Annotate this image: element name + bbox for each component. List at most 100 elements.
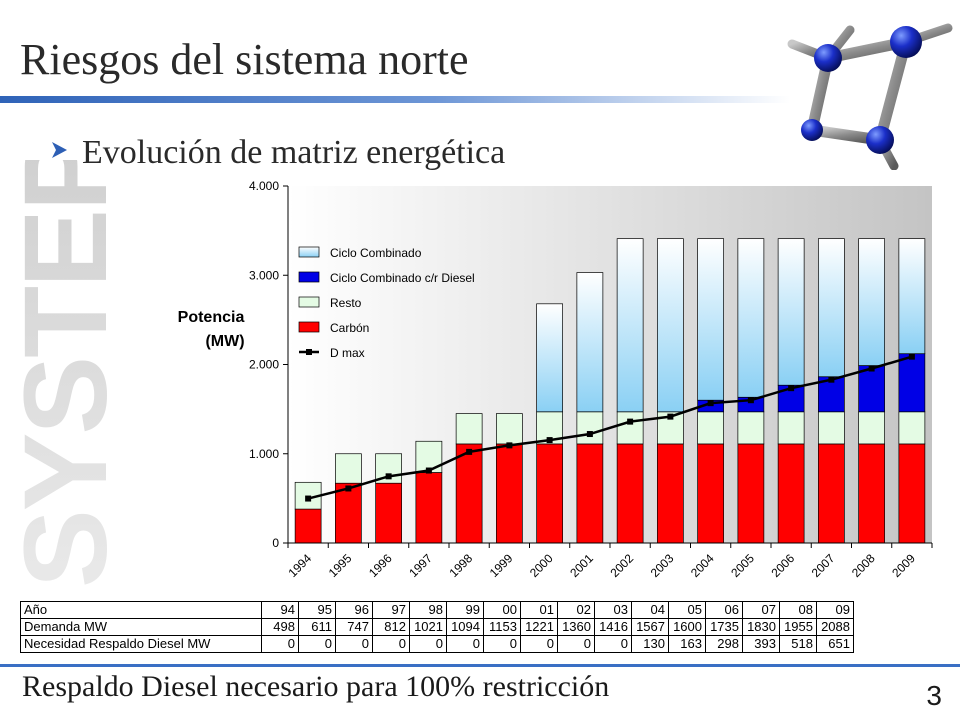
dmax-point-2009: [908, 353, 915, 360]
dmax-line: [307, 355, 913, 500]
table-cell: 0: [594, 635, 632, 653]
legend-label: Ciclo Combinado: [330, 246, 422, 260]
x-tick-label: 2004: [688, 551, 717, 580]
bar-ciclo-combinado-2009: [898, 238, 926, 355]
bar-ciclo-combinado-2008: [858, 238, 885, 366]
bar-carb-n-1996: [375, 482, 402, 544]
table-cell: 02: [557, 601, 595, 619]
x-tick-label: 2006: [768, 551, 797, 580]
dmax-point-2006: [788, 385, 795, 392]
x-tick-label: 2005: [728, 551, 757, 580]
dmax-point-1995: [345, 485, 352, 492]
legend-swatch: [298, 246, 320, 258]
bar-resto-2005: [737, 411, 765, 445]
bar-resto-2001: [576, 411, 604, 445]
dmax-point-2000: [546, 437, 553, 444]
table-cell: 05: [668, 601, 706, 619]
footer-rule: [0, 664, 960, 667]
dmax-point-1997: [425, 467, 432, 474]
bar-resto-1998: [455, 413, 483, 445]
bar-ciclo-combinado-2004: [697, 238, 724, 401]
table-cell: 0: [298, 635, 336, 653]
bar-resto-2008: [858, 411, 885, 445]
bar-carb-n-1994: [294, 508, 322, 544]
x-tick-label: 2002: [607, 551, 636, 580]
table-cell: 393: [742, 635, 780, 653]
y-tick-label: 0: [272, 536, 279, 550]
legend-label: Ciclo Combinado c/r Diesel: [330, 271, 475, 285]
bar-carb-n-1997: [415, 472, 443, 544]
table-cell: 1360: [557, 618, 595, 636]
dmax-point-2007: [828, 376, 835, 383]
y-axis-label-unit: (MW): [205, 333, 244, 350]
table-cell: 1416: [594, 618, 632, 636]
legend-marker-dmax: [306, 349, 312, 355]
x-tick-label: 2001: [567, 551, 596, 580]
table-cell: 99: [446, 601, 484, 619]
dmax-point-2002: [627, 418, 634, 425]
table-cell: 0: [557, 635, 595, 653]
data-table: Año 94 95 96 97 98 99 00 01 02 03 04 05 06 07 08 09 Deman…: [20, 601, 854, 653]
x-tick-label: 1995: [326, 551, 355, 580]
table-row: Necesidad Respaldo Diesel MW 0 0 0 0 0 0 0 0 0 0 13…: [20, 635, 854, 653]
bar-carb-n-2004: [697, 443, 724, 544]
systep-watermark: SYSTEP: [0, 160, 124, 588]
dmax-point-1999: [506, 442, 513, 449]
footer-text: Respaldo Diesel necesario para 100% rest…: [22, 670, 610, 703]
bar-carb-n-2008: [858, 443, 885, 544]
bar-carb-n-2001: [576, 443, 604, 544]
table-cell: 1094: [446, 618, 484, 636]
table-cell: 0: [372, 635, 410, 653]
x-tick-label: 2009: [889, 551, 918, 580]
bar-resto-2002: [616, 411, 644, 445]
bar-ciclo-combinado-2006: [777, 238, 805, 386]
dmax-point-2004: [707, 400, 714, 407]
table-cell: 498: [261, 618, 299, 636]
x-tick-label: 1996: [366, 551, 395, 580]
bar-ciclo-combinado-2007: [818, 238, 845, 378]
legend-swatch: [298, 271, 320, 283]
dmax-point-1994: [305, 495, 312, 502]
dmax-point-2005: [747, 397, 754, 404]
y-tick-label: 3.000: [249, 268, 279, 282]
table-cell: 1735: [705, 618, 743, 636]
table-cell: 00: [483, 601, 521, 619]
bar-resto-2004: [697, 411, 724, 445]
table-cell: 01: [520, 601, 558, 619]
table-cell: 08: [779, 601, 817, 619]
x-tick-label: 2000: [527, 551, 556, 580]
table-cell: 651: [816, 635, 854, 653]
bar-ciclo-combinado-c-r-diesel-2008: [858, 365, 885, 413]
bar-carb-n-2007: [818, 443, 845, 544]
bar-ciclo-combinado-2005: [737, 238, 765, 398]
table-row: Demanda MW 498 611 747 812 1021 1094 1153 1221 13…: [20, 618, 854, 636]
table-cell: 96: [335, 601, 373, 619]
bar-resto-2007: [818, 411, 845, 445]
bar-resto-1995: [335, 453, 362, 484]
table-cell: 03: [594, 601, 632, 619]
page-title: Riesgos del sistema norte: [20, 35, 469, 84]
bar-carb-n-2000: [536, 443, 563, 544]
table-cell: 06: [705, 601, 743, 619]
energy-matrix-chart: 0 1.000 2.000 3.000 4.000 1994 1995 1996 1997 199…: [178, 179, 933, 580]
y-tick-label: 2.000: [249, 358, 279, 372]
dmax-point-2003: [667, 413, 674, 420]
table-cell: 298: [705, 635, 743, 653]
table-cell: 1021: [409, 618, 447, 636]
table-cell: 95: [298, 601, 336, 619]
table-cell: 1955: [779, 618, 817, 636]
table-cell: 94: [261, 601, 299, 619]
table-cell: 1830: [742, 618, 780, 636]
table-cell: 1221: [520, 618, 558, 636]
table-cell: 0: [446, 635, 484, 653]
bar-ciclo-combinado-2001: [576, 272, 604, 413]
page-number: 3: [926, 680, 942, 711]
bar-carb-n-2009: [898, 443, 926, 544]
row-label: Demanda MW: [20, 618, 262, 636]
table-cell: 97: [372, 601, 410, 619]
molecule-logo: [787, 23, 953, 170]
dmax-point-1998: [466, 448, 473, 455]
x-tick-label: 1998: [446, 551, 475, 580]
table-cell: 2088: [816, 618, 854, 636]
table-row: Año 94 95 96 97 98 99 00 01 02 03 04 05 06 07 08 09: [20, 601, 854, 619]
